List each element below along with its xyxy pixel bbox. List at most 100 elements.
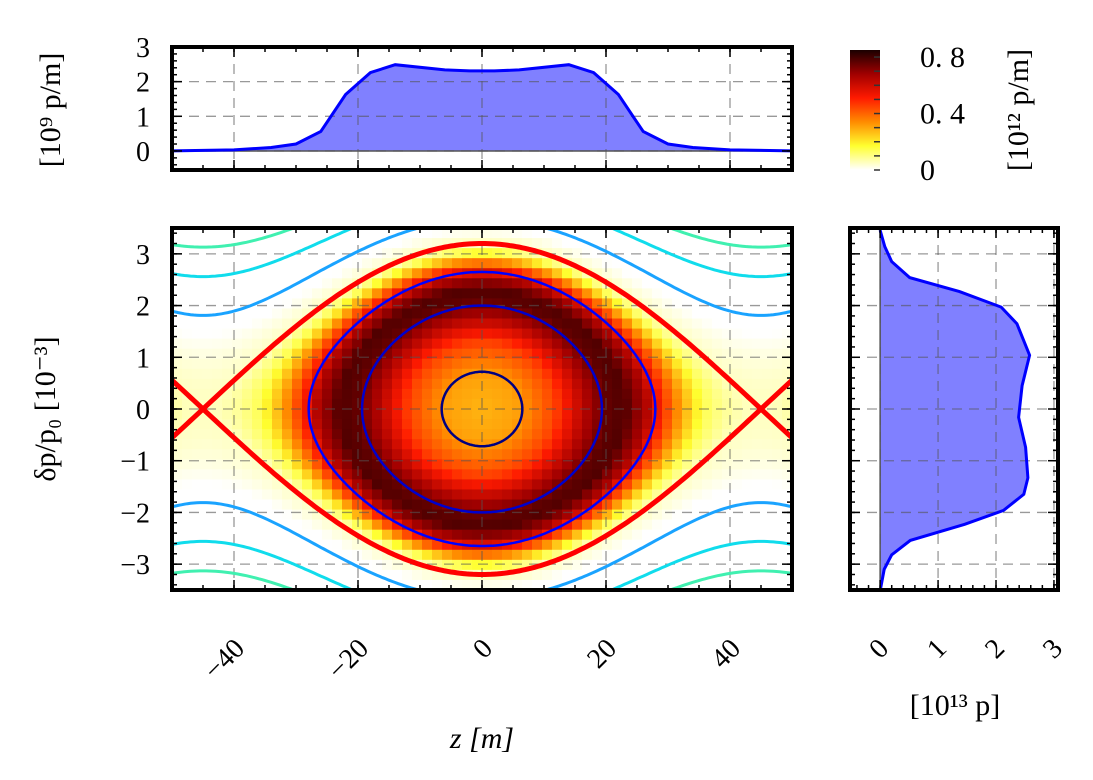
y-tick-label: 2 <box>136 292 150 323</box>
heatmap-cell <box>362 489 373 501</box>
heatmap-cell <box>652 519 663 531</box>
heatmap-cell <box>512 238 523 249</box>
heatmap-cell <box>772 429 783 440</box>
heatmap-cell <box>552 559 563 571</box>
heatmap-cell <box>702 419 713 430</box>
heatmap-cell <box>662 308 673 320</box>
heatmap-cell <box>632 459 643 470</box>
heatmap-cell <box>182 409 193 420</box>
heatmap-cell <box>652 368 663 380</box>
heatmap-cell <box>202 549 213 561</box>
heatmap-cell <box>232 519 243 531</box>
heatmap-cell <box>642 248 653 259</box>
heatmap-cell <box>222 238 233 249</box>
heatmap-cell <box>582 499 593 511</box>
heatmap-cell <box>272 539 283 551</box>
heatmap-cell <box>192 509 203 521</box>
heatmap-cell <box>342 298 353 310</box>
heatmap-cell <box>782 519 792 531</box>
heatmap-cell <box>262 358 273 370</box>
heatmap-cell <box>322 328 333 340</box>
heatmap-cell <box>242 439 253 450</box>
heatmap-cell <box>202 539 213 551</box>
heatmap-cell <box>672 358 683 370</box>
heatmap-cell <box>742 298 753 310</box>
heatmap-cell <box>432 449 443 460</box>
heatmap-cell <box>672 439 683 450</box>
heatmap-cell <box>222 398 233 410</box>
heatmap-cell <box>742 539 753 551</box>
heatmap-cell <box>692 328 703 340</box>
heatmap-cell <box>252 308 263 320</box>
heatmap-cell <box>472 318 483 330</box>
heatmap-cell <box>392 318 403 330</box>
heatmap <box>172 228 792 590</box>
heatmap-cell <box>192 278 203 289</box>
main-ylabel: δp/p₀ [10⁻³] <box>29 336 62 481</box>
heatmap-cell <box>212 348 223 360</box>
heatmap-cell <box>242 539 253 551</box>
heatmap-cell <box>762 298 773 310</box>
heatmap-cell <box>672 348 683 360</box>
heatmap-cell <box>222 449 233 460</box>
heatmap-cell <box>362 258 373 269</box>
heatmap-cell <box>502 489 513 501</box>
heatmap-cell <box>172 318 183 330</box>
heatmap-cell <box>432 368 443 380</box>
heatmap-cell <box>472 449 483 460</box>
heatmap-cell <box>332 479 343 491</box>
heatmap-cell <box>212 298 223 310</box>
heatmap-cell <box>672 419 683 430</box>
heatmap-cell <box>382 288 393 299</box>
heatmap-cell <box>302 378 313 390</box>
heatmap-cell <box>612 579 623 590</box>
heatmap-cell <box>332 499 343 511</box>
heatmap-cell <box>212 459 223 470</box>
heatmap-cell <box>202 429 213 440</box>
x-tick-label: 2 <box>979 633 1011 665</box>
heatmap-cell <box>232 559 243 571</box>
heatmap-cell <box>762 539 773 551</box>
heatmap-cell <box>682 509 693 521</box>
heatmap-cell <box>302 238 313 249</box>
heatmap-cell <box>732 228 743 239</box>
heatmap-cell <box>742 549 753 561</box>
heatmap-cell <box>412 348 423 360</box>
heatmap-cell <box>172 238 183 249</box>
heatmap-cell <box>232 308 243 320</box>
heatmap-cell <box>352 368 363 380</box>
heatmap-cell <box>332 328 343 340</box>
heatmap-cell <box>172 228 183 239</box>
heatmap-cell <box>292 469 303 480</box>
heatmap-cell <box>742 248 753 259</box>
heatmap-cell <box>602 409 613 420</box>
heatmap-cell <box>422 469 433 480</box>
heatmap-cell <box>712 328 723 340</box>
heatmap-cell <box>422 378 433 390</box>
heatmap-cell <box>512 288 523 299</box>
heatmap-cell <box>392 499 403 511</box>
heatmap-cell <box>372 318 383 330</box>
heatmap-cell <box>632 519 643 531</box>
heatmap-cell <box>512 338 523 350</box>
heatmap-cell <box>522 278 533 289</box>
heatmap-cell <box>682 378 693 390</box>
heatmap-cell <box>672 579 683 590</box>
heatmap-cell <box>712 439 723 450</box>
heatmap-cell <box>442 378 453 390</box>
heatmap-cell <box>462 388 473 400</box>
heatmap-cell <box>712 308 723 320</box>
heatmap-cell <box>282 358 293 370</box>
heatmap-cell <box>222 459 233 470</box>
heatmap-cell <box>642 388 653 400</box>
heatmap-cell <box>402 519 413 531</box>
heatmap-cell <box>232 398 243 410</box>
heatmap-cell <box>332 388 343 400</box>
heatmap-cell <box>652 298 663 310</box>
heatmap-cell <box>542 348 553 360</box>
heatmap-cell <box>452 459 463 470</box>
heatmap-cell <box>632 368 643 380</box>
heatmap-cell <box>222 228 233 239</box>
heatmap-cell <box>422 338 433 350</box>
heatmap-cell <box>392 519 403 531</box>
